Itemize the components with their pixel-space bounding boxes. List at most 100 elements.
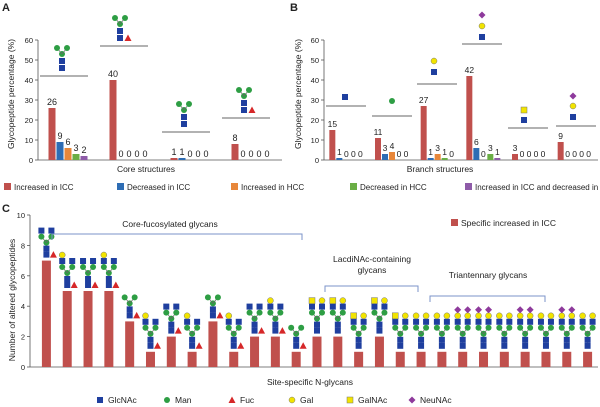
glcnac-square-icon <box>48 227 55 234</box>
bar <box>80 156 88 160</box>
fuc-triangle-icon <box>112 281 120 288</box>
man-circle-icon <box>194 324 201 331</box>
glcnac-square-icon <box>59 65 65 71</box>
value-label: 0 <box>256 149 261 159</box>
value-label: 0 <box>527 149 532 159</box>
value-label: 3 <box>488 143 493 153</box>
legend-c: Specific increased in ICC <box>451 218 556 228</box>
neunac-diamond-icon <box>526 306 534 314</box>
gal-circle-icon <box>496 312 503 320</box>
man-circle-icon <box>176 101 182 107</box>
glcnac-square-icon <box>64 282 71 288</box>
value-label: 0 <box>187 149 192 159</box>
gal-circle-icon <box>100 251 108 259</box>
value-label: 0 <box>481 149 486 159</box>
glcnac-square-icon <box>558 318 565 325</box>
glcnac-square-icon <box>319 303 325 310</box>
glcnac-square-icon <box>397 342 404 349</box>
value-label: 0 <box>520 149 525 159</box>
man-circle-icon <box>517 324 524 331</box>
galnac-square-icon <box>346 396 354 404</box>
glcnac-square-icon <box>293 336 300 343</box>
man-circle-icon <box>464 324 471 331</box>
fuc-triangle-icon <box>248 106 256 113</box>
gal-circle-icon <box>475 312 482 320</box>
glcnac-square-icon <box>272 327 279 334</box>
glcnac-square-icon <box>423 318 430 325</box>
glcnac-square-icon <box>433 318 440 325</box>
man-circle-icon <box>339 309 346 316</box>
glcnac-square-icon <box>64 276 71 282</box>
man-circle-icon <box>389 98 395 104</box>
legend-swatch <box>4 183 11 190</box>
glcnac-square-icon <box>209 312 216 319</box>
glcnac-square-icon <box>438 342 445 349</box>
y-tick-label: 10 <box>311 136 319 145</box>
man-circle-icon <box>131 294 138 301</box>
glcnac-square-icon <box>522 342 529 349</box>
glcnac-square-icon <box>90 258 97 264</box>
man-circle-icon <box>204 294 211 301</box>
glcnac-square-icon <box>256 303 263 310</box>
man-circle-icon <box>54 45 60 51</box>
bars-a <box>48 80 239 160</box>
value-label: 11 <box>374 127 383 137</box>
value-label: 0 <box>134 149 139 159</box>
man-circle-icon <box>90 264 97 270</box>
neunac-diamond-icon <box>454 306 462 314</box>
value-label: 0 <box>572 149 577 159</box>
bar <box>434 154 441 160</box>
panel-label-a: A <box>2 2 10 14</box>
man-circle-icon <box>413 324 420 331</box>
value-label: 0 <box>264 149 269 159</box>
monosaccharide-legend-label: GlcNAc <box>108 395 138 405</box>
bar <box>83 291 93 367</box>
neunac-diamond-icon <box>569 92 577 100</box>
bar <box>145 351 155 367</box>
gal-circle-icon <box>402 312 409 320</box>
bar <box>382 154 388 160</box>
fuc-triangle-icon <box>124 34 132 41</box>
gal-circle-icon <box>485 312 492 320</box>
glcnac-square-icon <box>547 318 554 325</box>
value-label: 2 <box>81 145 86 155</box>
fuc-triangle-icon <box>49 251 57 258</box>
gal-circle-icon <box>339 297 347 304</box>
gal-circle-icon <box>430 57 438 65</box>
bar <box>109 80 117 160</box>
glcnac-square-icon <box>475 318 482 325</box>
glcnac-square-icon <box>235 318 242 325</box>
glcnac-square-icon <box>272 321 279 328</box>
value-label: 6 <box>65 137 70 147</box>
man-circle-icon <box>298 324 305 331</box>
man-circle-icon <box>309 309 315 316</box>
legend-swatch <box>231 183 238 190</box>
bar <box>312 336 322 367</box>
man-circle-icon <box>537 324 544 331</box>
man-circle-icon <box>246 309 253 316</box>
xlabel-c: Site-specific N-glycans <box>267 377 353 387</box>
monosaccharide-legend: GlcNAc Man Fuc Gal GalNAc NeuNAc <box>97 395 452 405</box>
man-circle-icon <box>110 264 117 270</box>
glcnac-square-icon <box>464 318 471 325</box>
y-tick-label: 60 <box>311 36 319 45</box>
man-circle-icon <box>558 324 565 331</box>
bar <box>512 154 518 160</box>
gal-circle-icon <box>516 312 524 320</box>
glcnac-square-icon <box>402 318 409 325</box>
gal-circle-icon <box>267 297 274 304</box>
fuc-triangle-icon <box>278 327 286 334</box>
value-label: 40 <box>108 69 118 79</box>
glcnac-square-icon <box>105 282 112 288</box>
bar <box>170 158 178 160</box>
man-circle-icon <box>392 324 399 331</box>
value-label: 0 <box>586 149 591 159</box>
value-label: 42 <box>465 65 475 75</box>
man-circle-icon <box>475 324 482 331</box>
glcnac-square-icon <box>485 318 492 325</box>
value-label: 8 <box>232 133 237 143</box>
legend-label: Decreased in ICC <box>127 183 190 192</box>
man-circle-icon <box>152 324 159 331</box>
glcnac-square-icon <box>522 336 529 343</box>
